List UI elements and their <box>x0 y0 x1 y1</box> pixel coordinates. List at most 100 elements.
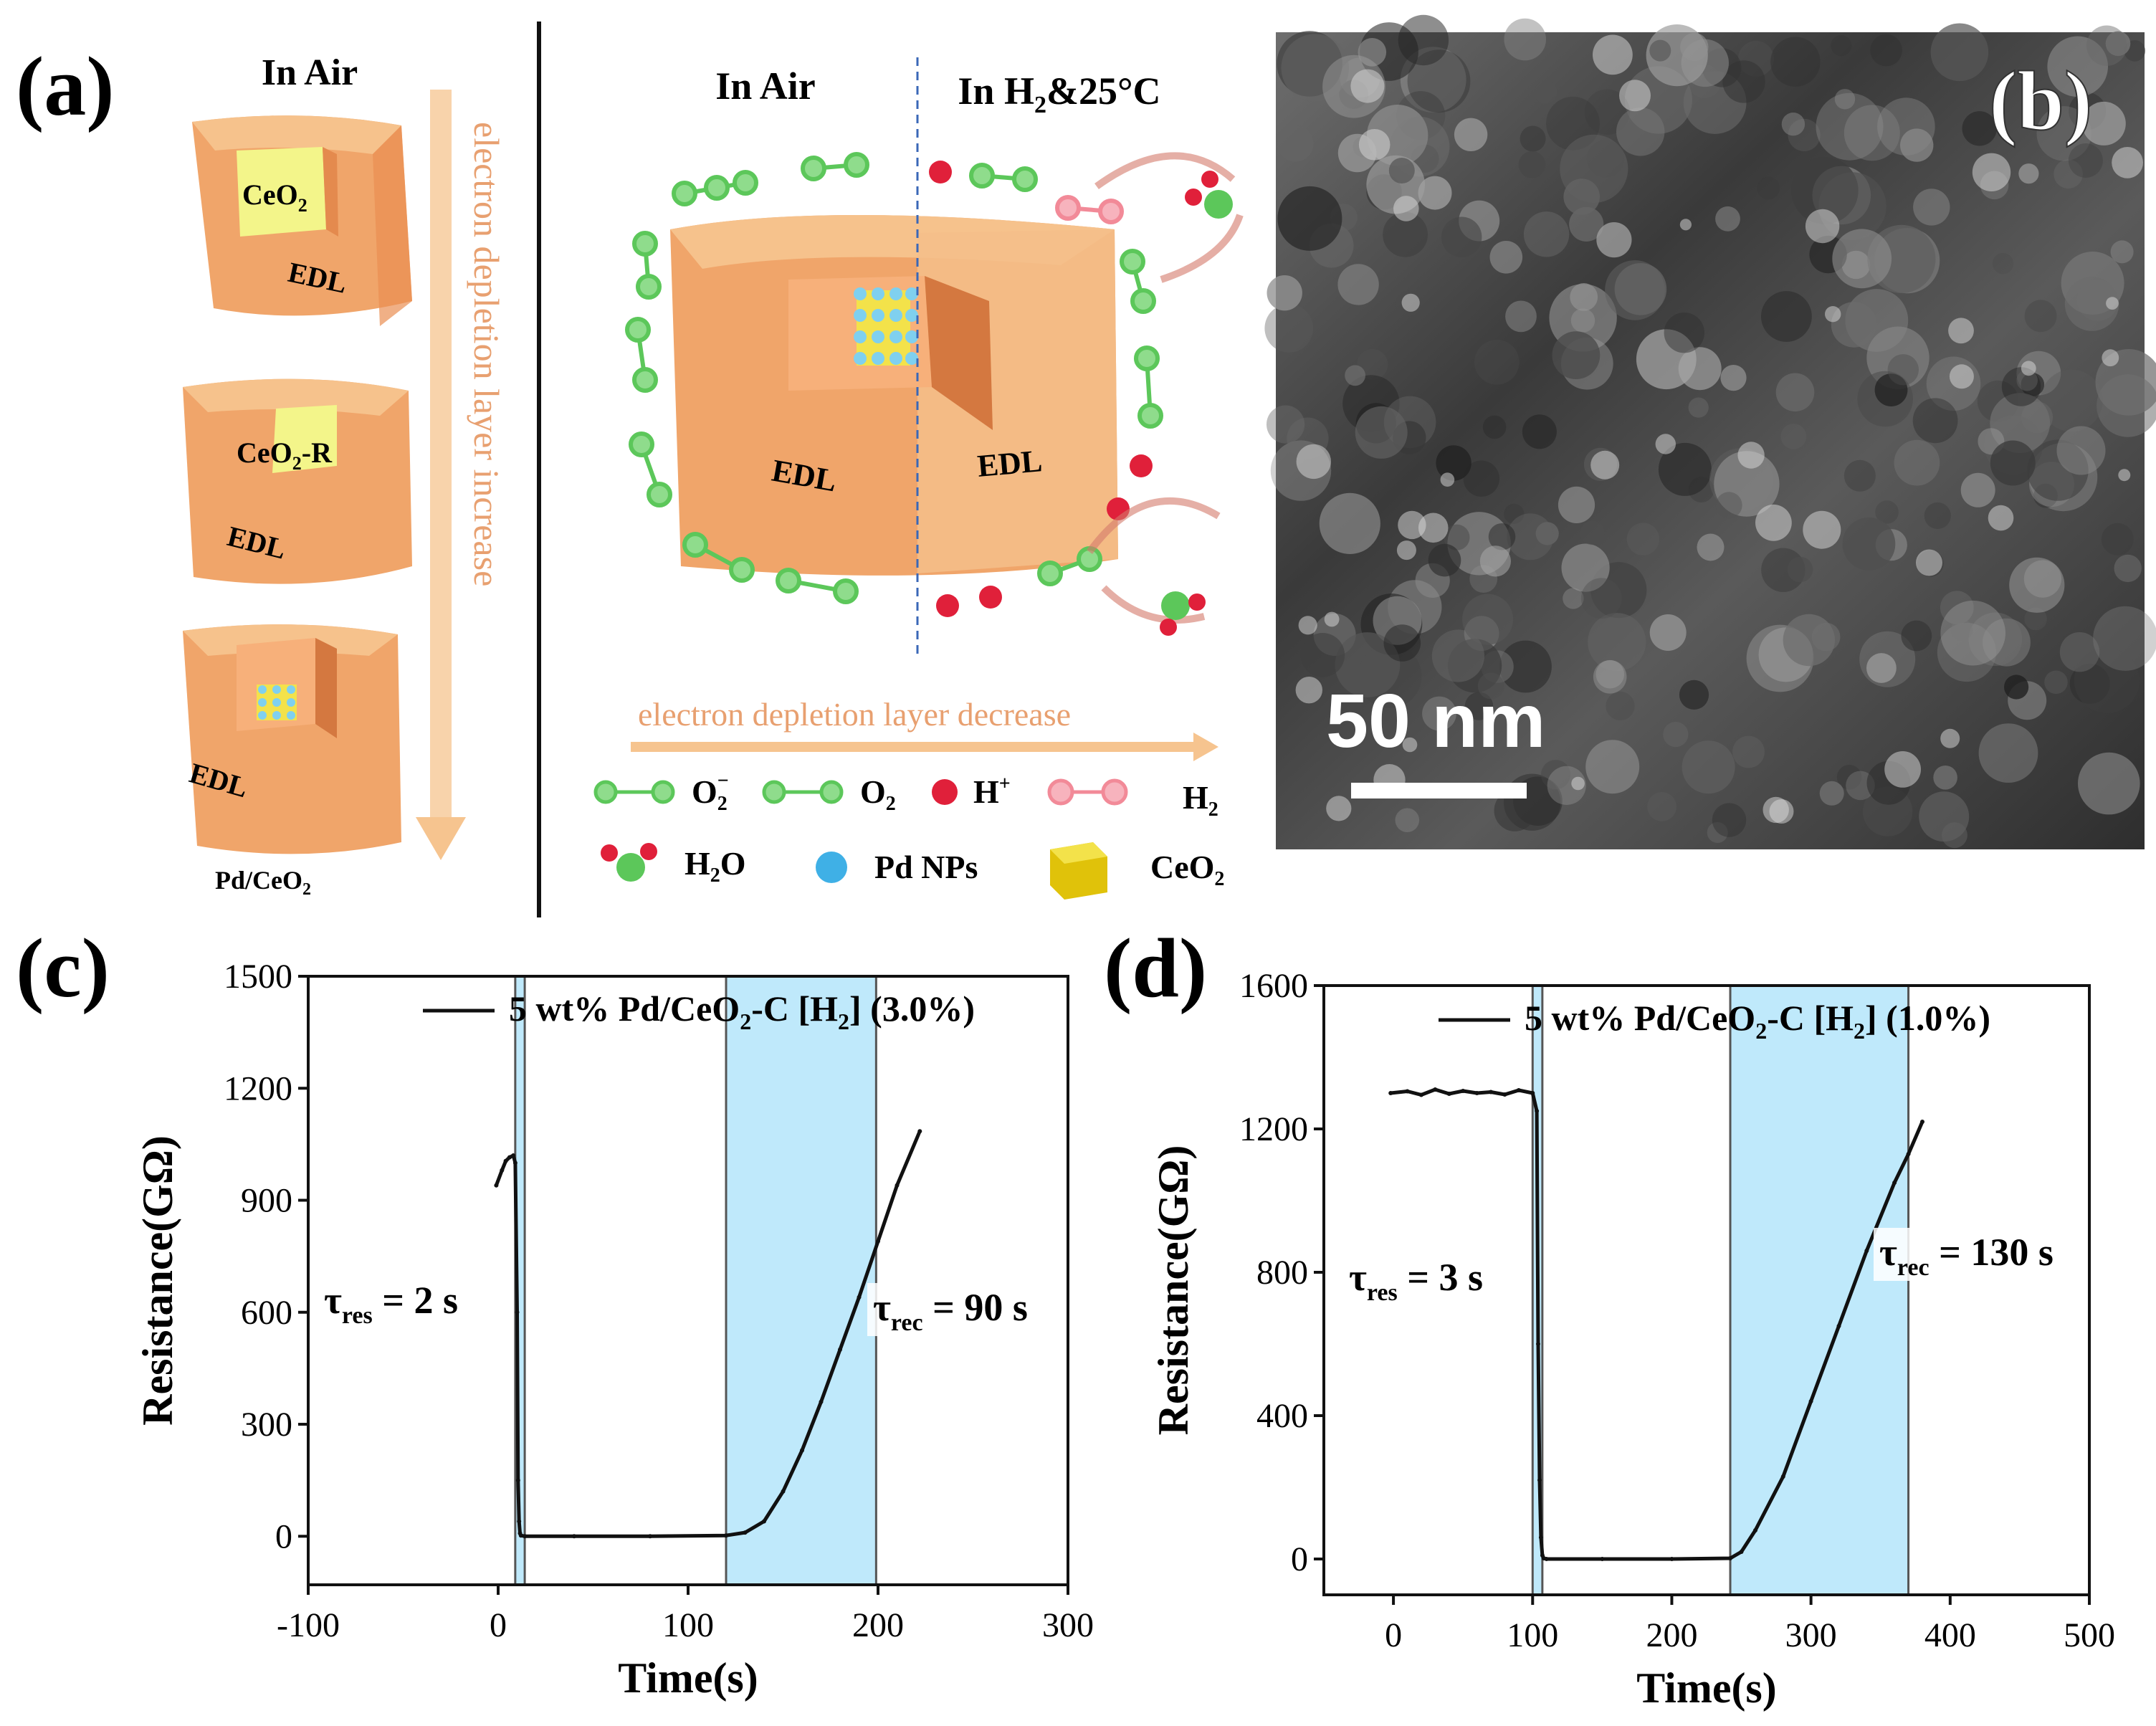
tau-res-annotation: τres = 2 s <box>324 1279 458 1329</box>
plot-area <box>1388 1087 1924 1561</box>
tem-particle <box>1983 618 2031 667</box>
data-point <box>500 1168 505 1173</box>
data-point <box>1780 1474 1785 1479</box>
tem-particle <box>1843 105 1900 161</box>
vertical-arrow: electron depletion layer increase <box>416 90 507 860</box>
left-title: In Air <box>262 52 358 93</box>
y-axis-label: Resistance(GΩ) <box>134 1135 181 1426</box>
tem-particle <box>1383 211 1428 257</box>
data-point <box>515 1478 520 1483</box>
tem-particle <box>2093 606 2156 671</box>
tem-highlight <box>1655 434 1676 454</box>
tem-highlight <box>1949 364 1974 389</box>
tem-particle <box>2081 101 2126 146</box>
tem-particle <box>1489 241 1523 274</box>
y-tick-label: 1600 <box>1239 967 1308 1005</box>
legend-o2: O2 <box>860 773 896 815</box>
tem-particle <box>2036 106 2091 161</box>
tem-highlight <box>1825 306 1841 323</box>
legend-text: 5 wt% Pd/CeO2-C [H2] (1.0%) <box>1525 998 1990 1044</box>
tem-particle <box>1614 263 1667 315</box>
data-point <box>518 1533 523 1538</box>
tau-res-annotation: τres = 3 s <box>1349 1256 1483 1306</box>
x-tick-label: 300 <box>1785 1616 1837 1654</box>
tem-highlight <box>1298 616 1317 635</box>
cube-ceo2: CeO2 EDL <box>192 115 412 326</box>
data-point <box>1516 1088 1521 1092</box>
tem-particle <box>1894 439 1940 486</box>
tem-particle <box>1474 340 1520 385</box>
tem-highlight <box>2102 349 2119 367</box>
tem-particle <box>2024 300 2057 333</box>
water-molecules <box>1160 171 1233 636</box>
big-cube-edl-right: EDL <box>976 443 1044 484</box>
tem-particle <box>1831 302 1877 348</box>
tem-particle <box>1431 629 1484 682</box>
data-point <box>917 1129 922 1134</box>
tem-particle <box>1992 253 2014 275</box>
tem-particle <box>1877 97 1935 156</box>
tem-particle <box>1887 354 1919 386</box>
tem-particle <box>1870 34 1902 67</box>
tem-particle <box>1407 49 1471 113</box>
cube-ceo2-r: CeO2-R EDL <box>183 378 412 584</box>
data-point <box>1461 1089 1466 1093</box>
tem-particle <box>1358 38 1387 67</box>
tem-particle <box>1940 600 2005 666</box>
tem-highlight <box>2118 469 2131 482</box>
tem-particle <box>1663 722 1689 748</box>
tem-highlight <box>1679 219 1692 231</box>
tem-particle <box>1264 304 1314 353</box>
tem-particle <box>1950 619 1973 642</box>
shaded-region <box>726 976 877 1585</box>
tem-particle <box>1319 492 1380 555</box>
tem-particle <box>1940 591 1974 625</box>
tem-highlight <box>1326 796 1352 821</box>
tem-particle <box>1715 492 1742 519</box>
tem-particle <box>1775 373 1815 412</box>
tem-particle <box>1649 39 1671 62</box>
tem-particle <box>1913 189 1950 226</box>
data-point <box>517 1519 522 1524</box>
data-point <box>503 1158 508 1163</box>
tem-particle <box>1978 723 2038 783</box>
tem-particle <box>1616 108 1665 156</box>
tem-particle <box>2009 557 2065 613</box>
data-point <box>1446 1092 1451 1096</box>
tem-particle <box>1933 766 1957 790</box>
data-point <box>895 1183 900 1188</box>
tem-particle <box>1937 622 1996 682</box>
tem-particle <box>2069 663 2110 704</box>
data-point <box>494 1183 499 1188</box>
tem-particle <box>1832 229 1892 289</box>
tem-particle <box>1454 118 1488 151</box>
data-point <box>1739 1550 1744 1554</box>
data-point <box>515 1310 520 1315</box>
tem-particle <box>1990 393 2051 454</box>
tem-highlight <box>1398 510 1426 540</box>
tem-particle <box>2054 159 2083 189</box>
tem-highlight <box>1296 444 1332 480</box>
panel-d: (d) 0 100 200 300 400 500 0 400 800 1200 1600 Time(… <box>1104 921 2115 1712</box>
tem-particle <box>1682 740 1735 794</box>
tem-particle <box>1540 760 1571 790</box>
tem-particle <box>1547 766 1586 805</box>
panel-b: (b) 50 nm <box>1264 14 2156 849</box>
y-tick-label: 0 <box>275 1517 292 1555</box>
tem-particle <box>1360 22 1418 81</box>
tem-particle <box>1757 176 1780 200</box>
tem-particle <box>2110 240 2134 264</box>
tem-particle <box>1267 405 1305 444</box>
tem-particle <box>1647 792 1677 821</box>
plot-area <box>494 1129 922 1539</box>
tem-particle <box>1831 35 1852 57</box>
panel-c-label: (c) <box>16 921 110 1015</box>
tem-particle <box>1593 660 1627 694</box>
data-point <box>1530 1091 1535 1095</box>
legend-h2: H2 <box>1183 779 1218 821</box>
tem-particle <box>2004 674 2029 700</box>
data-point <box>1544 1557 1549 1561</box>
right-title-air: In Air <box>715 65 816 108</box>
tem-particle <box>1345 365 1365 386</box>
tem-particle <box>2018 163 2039 184</box>
